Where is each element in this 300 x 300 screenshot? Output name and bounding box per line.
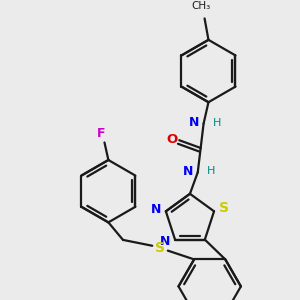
Text: S: S	[219, 201, 229, 215]
Text: N: N	[151, 203, 161, 216]
Text: F: F	[97, 127, 106, 140]
Text: H: H	[213, 118, 221, 128]
Text: N: N	[160, 235, 170, 248]
Text: N: N	[183, 165, 193, 178]
Text: N: N	[189, 116, 199, 129]
Text: O: O	[167, 133, 178, 146]
Text: H: H	[207, 167, 216, 176]
Text: CH₃: CH₃	[191, 1, 210, 10]
Text: S: S	[155, 241, 165, 255]
